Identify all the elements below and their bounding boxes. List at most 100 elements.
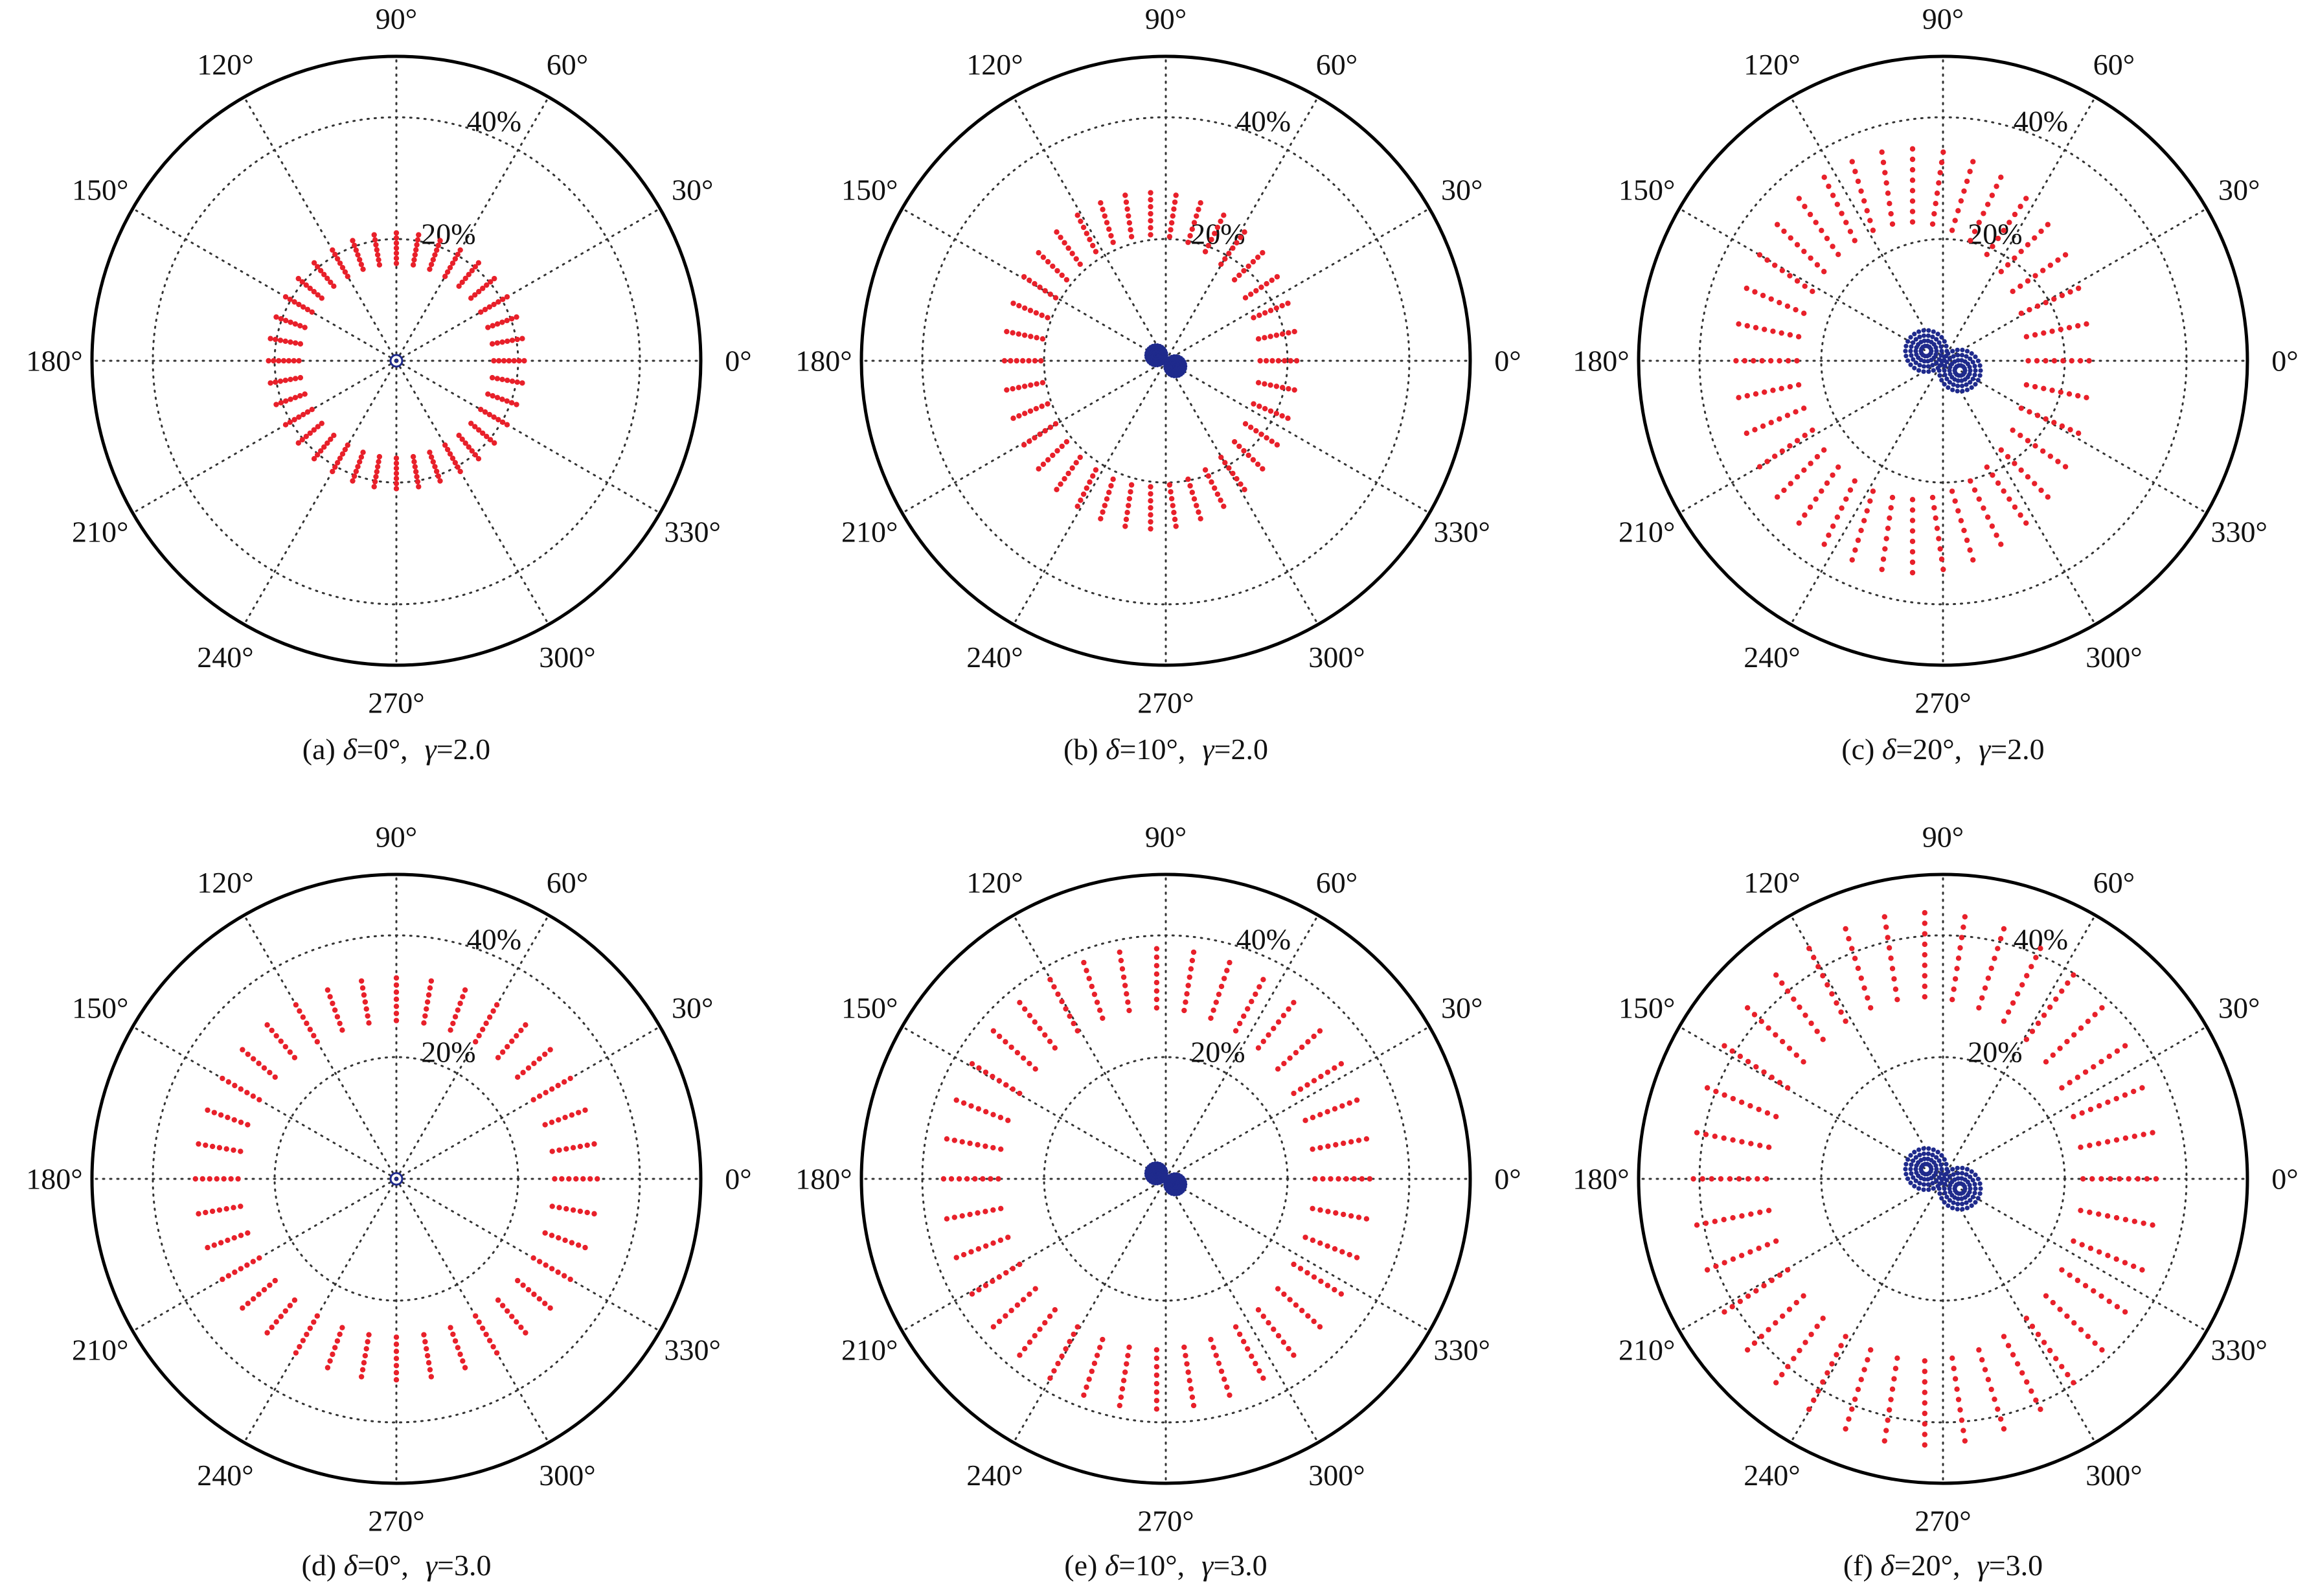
data-point: [1995, 946, 2001, 952]
data-point: [1340, 1140, 1347, 1146]
data-point: [393, 1363, 400, 1369]
data-point: [1154, 963, 1160, 968]
data-point: [486, 304, 493, 310]
data-point: [983, 1243, 989, 1249]
data-point: [476, 1032, 482, 1039]
data-point: [1062, 475, 1067, 482]
data-point: [1255, 254, 1261, 260]
data-point: [1829, 991, 1835, 997]
data-point: [1021, 383, 1028, 389]
data-point: [1781, 487, 1787, 494]
angle-label-30: 30°: [2218, 174, 2260, 207]
data-point: [2064, 1313, 2070, 1319]
data-point: [504, 294, 510, 300]
data-point: [1847, 487, 1854, 493]
data-point: [1947, 356, 1952, 361]
data-point: [1339, 1103, 1345, 1109]
data-point: [1962, 914, 1968, 920]
data-point: [1094, 999, 1100, 1005]
data-point: [1889, 1386, 1896, 1392]
data-point: [975, 1246, 982, 1252]
data-point: [422, 1339, 428, 1345]
series-1: [389, 354, 403, 368]
data-point: [355, 464, 361, 470]
data-point: [1354, 1255, 1360, 1260]
data-point: [1801, 310, 1807, 316]
data-point: [1802, 203, 1808, 209]
data-point: [216, 1145, 223, 1151]
data-point: [1955, 352, 1960, 358]
data-point: [959, 1213, 965, 1219]
data-point: [1117, 1402, 1122, 1409]
data-point: [575, 1242, 582, 1248]
data-point: [1093, 249, 1099, 255]
data-point: [1187, 233, 1193, 239]
data-point: [424, 1352, 431, 1359]
data-point: [561, 1273, 567, 1279]
data-point: [1312, 1176, 1318, 1182]
data-point: [1949, 227, 1955, 233]
data-point: [1748, 1211, 1754, 1217]
radial-label-20: 20%: [1968, 1036, 2022, 1069]
data-point: [353, 247, 359, 253]
data-point: [1154, 1005, 1160, 1011]
data-point: [1976, 220, 1982, 225]
data-point: [1931, 505, 1937, 511]
data-point: [1240, 1013, 1247, 1020]
data-point: [1758, 1333, 1764, 1340]
data-point: [1752, 427, 1758, 433]
angle-label-0: 0°: [725, 345, 751, 378]
data-point: [1100, 1015, 1106, 1021]
data-point: [351, 473, 358, 479]
data-point: [1148, 197, 1154, 203]
data-point: [1961, 527, 1967, 534]
data-point: [437, 238, 443, 244]
data-point: [393, 1003, 400, 1009]
data-point: [1071, 1020, 1076, 1027]
data-point: [2139, 1085, 2145, 1091]
data-point: [1122, 523, 1128, 529]
data-point: [337, 1020, 343, 1027]
data-point: [1148, 484, 1154, 490]
data-point: [307, 286, 313, 291]
data-point: [1913, 1155, 1918, 1160]
data-point: [1885, 935, 1891, 940]
data-point: [334, 1338, 341, 1344]
data-point: [2001, 1018, 2007, 1024]
data-point: [1275, 1286, 1281, 1292]
data-point: [485, 325, 491, 330]
data-point: [1797, 1347, 1802, 1354]
angle-label-210: 210°: [72, 1334, 128, 1367]
data-point: [2084, 321, 2089, 327]
data-point: [1264, 435, 1269, 441]
data-point: [2005, 1343, 2012, 1349]
data-point: [1821, 447, 1827, 453]
data-point: [432, 464, 438, 470]
data-point: [288, 376, 293, 383]
data-point: [1747, 1249, 1753, 1255]
data-point: [2047, 1004, 2053, 1010]
data-point: [492, 440, 497, 446]
data-point: [2067, 1272, 2073, 1278]
series-0: [1690, 910, 2159, 1448]
data-point: [1773, 1032, 1779, 1038]
data-point: [1948, 364, 1953, 370]
data-point: [2098, 1058, 2104, 1065]
data-point: [327, 1358, 333, 1364]
data-point: [376, 256, 381, 263]
data-point: [1269, 277, 1275, 283]
grid-spoke-330: [1942, 359, 2208, 514]
data-point: [1317, 1112, 1323, 1117]
data-point: [302, 325, 308, 330]
data-point: [1779, 1372, 1785, 1378]
caption-part-delta: =20°,: [1894, 1549, 1960, 1582]
data-point: [2074, 1277, 2081, 1283]
data-point: [1937, 1186, 1942, 1191]
data-point: [1936, 536, 1942, 542]
data-point: [1808, 1331, 1814, 1338]
data-point: [509, 1038, 515, 1044]
data-point: [1722, 1260, 1727, 1266]
data-point: [1042, 1319, 1048, 1326]
data-point: [1128, 234, 1135, 240]
data-point: [1858, 975, 1864, 981]
